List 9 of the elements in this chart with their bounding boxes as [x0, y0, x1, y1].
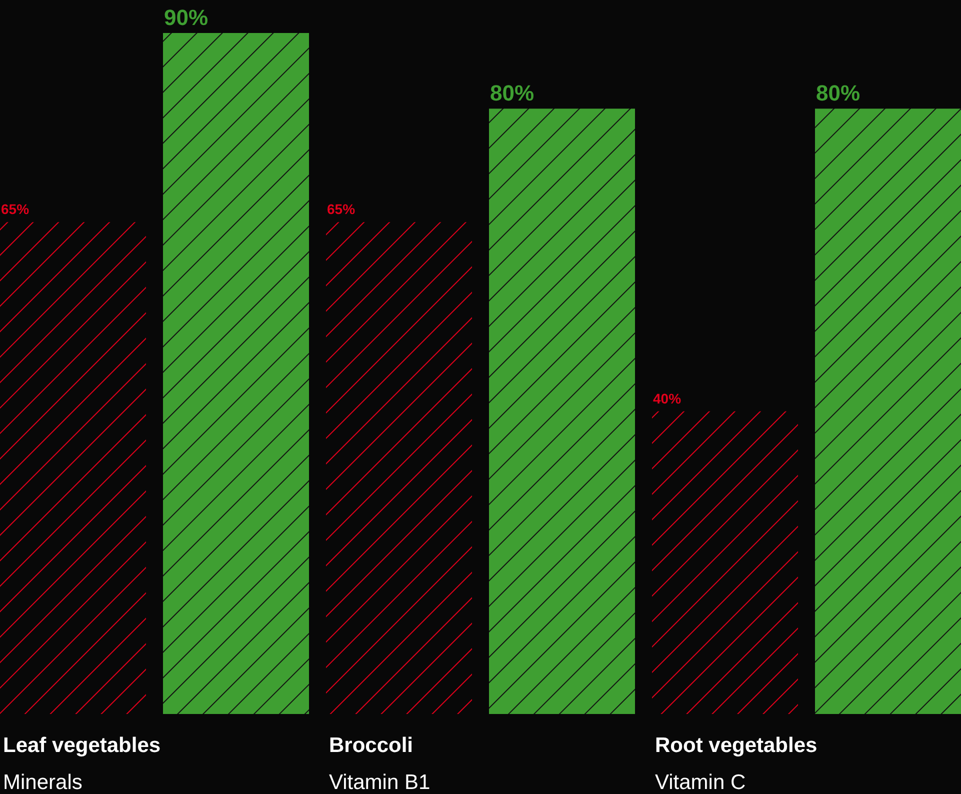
- data-label: 65%: [1, 201, 30, 218]
- data-label: 65%: [327, 201, 356, 218]
- x-tick-label: Leaf vegetables Minerals: [3, 734, 161, 794]
- data-label: 40%: [653, 390, 682, 406]
- data-label: 80%: [490, 80, 534, 106]
- data-label: 80%: [816, 80, 860, 106]
- data-label: 90%: [164, 5, 208, 30]
- x-tick-label: Root vegetables Vitamin C: [655, 734, 818, 794]
- x-tick-label: Broccoli Vitamin B1: [329, 734, 430, 794]
